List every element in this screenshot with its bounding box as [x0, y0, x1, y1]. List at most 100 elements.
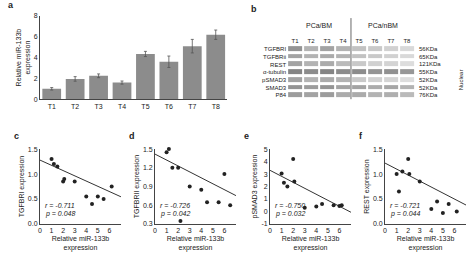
svg-text:6: 6: [337, 227, 341, 234]
svg-text:6: 6: [107, 227, 111, 234]
svg-text:r = -0.750: r = -0.750: [275, 202, 305, 209]
svg-text:0.5: 0.5: [373, 195, 383, 202]
svg-text:T3: T3: [324, 38, 332, 44]
svg-text:r = -0.711: r = -0.711: [45, 202, 75, 209]
svg-text:56KDa: 56KDa: [419, 46, 438, 52]
svg-text:3: 3: [264, 171, 268, 178]
svg-text:r = -0.721: r = -0.721: [390, 202, 420, 209]
svg-text:P84: P84: [275, 92, 286, 98]
svg-text:T3: T3: [94, 103, 102, 110]
svg-text:T1: T1: [292, 38, 300, 44]
svg-text:2: 2: [34, 75, 38, 82]
svg-text:1.5: 1.5: [28, 146, 38, 153]
svg-text:α-tubulin: α-tubulin: [263, 69, 286, 75]
svg-text:4: 4: [429, 227, 433, 234]
svg-text:T2: T2: [71, 103, 79, 110]
svg-text:TGFBRii: TGFBRii: [263, 54, 286, 60]
svg-text:T5: T5: [141, 103, 149, 110]
svg-text:0: 0: [34, 96, 38, 103]
svg-text:b: b: [251, 4, 257, 14]
svg-text:T8: T8: [212, 103, 220, 110]
svg-text:76KDa: 76KDa: [419, 92, 438, 98]
svg-text:Relative miR-133bexpression: Relative miR-133bexpression: [397, 235, 455, 252]
svg-text:REST expression: REST expression: [363, 159, 371, 213]
svg-text:3: 3: [188, 227, 192, 234]
svg-text:T7: T7: [188, 103, 196, 110]
svg-text:0.9: 0.9: [143, 183, 153, 190]
svg-text:5: 5: [326, 227, 330, 234]
svg-text:p = 0.042: p = 0.042: [160, 210, 190, 218]
svg-text:1.0: 1.0: [373, 171, 383, 178]
svg-text:Relative miR-133bexpression: Relative miR-133bexpression: [282, 235, 340, 252]
svg-text:-1: -1: [261, 220, 267, 227]
svg-text:4: 4: [314, 227, 318, 234]
svg-text:Relative miR-133bexpression: Relative miR-133bexpression: [167, 235, 225, 252]
svg-text:0.6: 0.6: [143, 202, 153, 209]
svg-text:5: 5: [264, 146, 268, 153]
svg-text:4: 4: [84, 227, 88, 234]
svg-text:1.5: 1.5: [143, 146, 153, 153]
svg-text:55KDa: 55KDa: [419, 69, 438, 75]
svg-text:6: 6: [222, 227, 226, 234]
svg-text:1: 1: [280, 227, 284, 234]
svg-text:T7: T7: [387, 38, 395, 44]
svg-text:3: 3: [73, 227, 77, 234]
svg-text:0.0: 0.0: [373, 220, 383, 227]
svg-text:65KDa: 65KDa: [419, 54, 438, 60]
svg-text:TGFBRI: TGFBRI: [264, 46, 286, 52]
svg-text:pSMAD3: pSMAD3: [262, 77, 287, 83]
svg-text:3: 3: [418, 227, 422, 234]
svg-text:3: 3: [303, 227, 307, 234]
svg-text:2: 2: [176, 227, 180, 234]
svg-text:52KDa: 52KDa: [419, 77, 438, 83]
svg-text:6: 6: [34, 33, 38, 40]
svg-text:T5: T5: [355, 38, 363, 44]
svg-text:0: 0: [153, 227, 157, 234]
svg-text:0.5: 0.5: [28, 195, 38, 202]
svg-text:Nuclear: Nuclear: [458, 70, 464, 91]
svg-text:T2: T2: [308, 38, 316, 44]
svg-text:1.5: 1.5: [373, 146, 383, 153]
svg-text:5: 5: [96, 227, 100, 234]
svg-text:121KDa: 121KDa: [419, 61, 441, 67]
svg-text:c: c: [14, 131, 19, 141]
svg-text:SMAD3: SMAD3: [265, 85, 286, 91]
svg-text:0.0: 0.0: [28, 220, 38, 227]
svg-text:1.0: 1.0: [28, 171, 38, 178]
svg-text:p = 0.048: p = 0.048: [45, 210, 75, 218]
svg-text:1: 1: [50, 227, 54, 234]
svg-text:Relative miR-133bexpression: Relative miR-133bexpression: [52, 235, 110, 252]
svg-text:0: 0: [264, 208, 268, 215]
svg-text:T6: T6: [371, 38, 379, 44]
svg-text:T4: T4: [339, 38, 347, 44]
svg-text:PCa/nBM: PCa/nBM: [368, 22, 398, 29]
svg-text:Relative miR-133bexpression: Relative miR-133bexpression: [15, 29, 32, 87]
svg-text:T1: T1: [48, 103, 56, 110]
svg-text:4: 4: [199, 227, 203, 234]
svg-text:52KDa: 52KDa: [419, 85, 438, 91]
svg-text:0: 0: [383, 227, 387, 234]
svg-text:f: f: [359, 131, 363, 141]
svg-text:2: 2: [61, 227, 65, 234]
svg-text:a: a: [8, 0, 14, 10]
svg-text:p = 0.044: p = 0.044: [390, 210, 420, 218]
svg-text:1: 1: [264, 195, 268, 202]
svg-text:TGFBRII expression: TGFBRII expression: [133, 155, 141, 219]
svg-text:4: 4: [34, 54, 38, 61]
svg-text:e: e: [244, 131, 249, 141]
svg-text:2: 2: [291, 227, 295, 234]
svg-text:REST: REST: [270, 62, 286, 68]
svg-text:0: 0: [38, 227, 42, 234]
svg-text:5: 5: [441, 227, 445, 234]
svg-text:6: 6: [452, 227, 456, 234]
svg-text:r = -0.726: r = -0.726: [160, 202, 190, 209]
svg-text:p = 0.032: p = 0.032: [275, 210, 305, 218]
svg-text:0.3: 0.3: [143, 220, 153, 227]
svg-text:0: 0: [268, 227, 272, 234]
svg-text:TGFBRI expression: TGFBRI expression: [18, 156, 26, 218]
svg-text:PCa/BM: PCa/BM: [306, 22, 332, 29]
svg-text:2: 2: [406, 227, 410, 234]
svg-text:4: 4: [264, 158, 268, 165]
svg-text:T4: T4: [118, 103, 126, 110]
svg-text:5: 5: [211, 227, 215, 234]
